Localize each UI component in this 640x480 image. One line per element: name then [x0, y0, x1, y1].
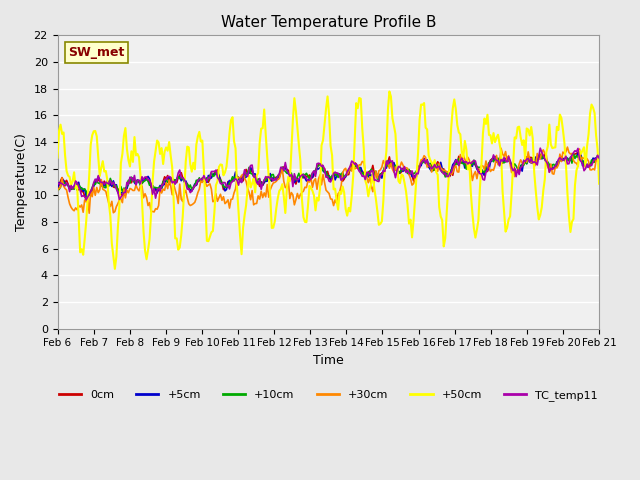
- Title: Water Temperature Profile B: Water Temperature Profile B: [221, 15, 436, 30]
- Y-axis label: Temperature(C): Temperature(C): [15, 133, 28, 231]
- X-axis label: Time: Time: [313, 354, 344, 367]
- Legend: 0cm, +5cm, +10cm, +30cm, +50cm, TC_temp11: 0cm, +5cm, +10cm, +30cm, +50cm, TC_temp1…: [54, 385, 602, 405]
- Text: SW_met: SW_met: [68, 46, 125, 59]
